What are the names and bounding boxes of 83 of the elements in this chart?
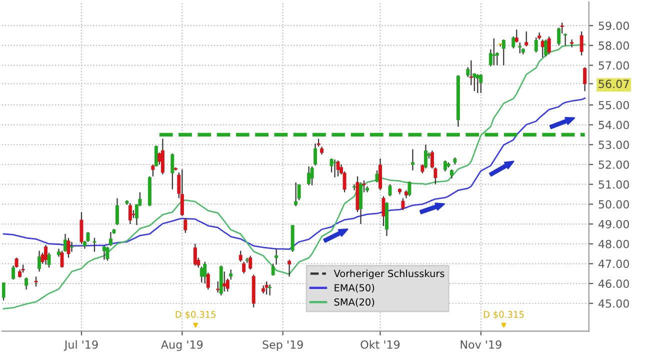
y-tick-label: 48.00 bbox=[598, 240, 629, 248]
y-tick-label: 53.00 bbox=[598, 140, 629, 150]
x-tick-label: Aug '19 bbox=[161, 340, 203, 351]
x-tick-label: Nov '19 bbox=[460, 340, 502, 349]
candlestick bbox=[547, 36, 551, 55]
y-tick-label: 56.07 bbox=[598, 80, 629, 88]
candlestick bbox=[44, 244, 48, 266]
candlestick bbox=[375, 170, 379, 183]
candlestick bbox=[70, 241, 74, 252]
candlestick bbox=[108, 231, 112, 246]
legend-label: Vorheriger Schlusskurs bbox=[334, 270, 444, 280]
candlestick bbox=[580, 30, 584, 56]
candlestick bbox=[248, 255, 252, 270]
candlestick bbox=[352, 184, 356, 191]
y-tick-label: 46.00 bbox=[598, 280, 629, 288]
candlestick bbox=[534, 36, 538, 53]
candlestick bbox=[443, 160, 447, 172]
candlestick bbox=[362, 180, 366, 193]
candlestick bbox=[38, 250, 42, 272]
candlestick bbox=[92, 237, 96, 252]
candlestick bbox=[271, 263, 275, 276]
x-tick-label: Jul '19 bbox=[64, 340, 98, 351]
candlestick bbox=[229, 269, 233, 280]
candlestick bbox=[408, 180, 412, 197]
candlestick bbox=[86, 231, 90, 242]
y-tick-label: 47.00 bbox=[598, 260, 629, 268]
candlestick bbox=[2, 282, 6, 301]
y-tick-label: 54.00 bbox=[598, 120, 629, 130]
candlestick bbox=[160, 138, 164, 175]
candlestick bbox=[115, 198, 119, 226]
candlestick bbox=[274, 248, 278, 266]
candlestick bbox=[544, 38, 548, 57]
candlestick bbox=[288, 259, 292, 278]
candlestick bbox=[264, 280, 268, 295]
candlestick bbox=[314, 143, 318, 166]
candlestick bbox=[222, 271, 226, 292]
candlestick bbox=[12, 265, 16, 280]
candlestick bbox=[184, 218, 188, 234]
y-tick-label: 57.00 bbox=[598, 61, 629, 70]
candlestick bbox=[388, 184, 392, 197]
annotation: D $0.315 bbox=[176, 310, 216, 320]
legend-label: SMA(20) bbox=[334, 298, 374, 307]
candlestick bbox=[170, 153, 174, 190]
y-tick-label: 50.00 bbox=[598, 200, 629, 209]
candlestick bbox=[102, 245, 106, 260]
candlestick bbox=[410, 148, 414, 171]
candlestick bbox=[479, 74, 483, 94]
candlestick bbox=[34, 276, 38, 288]
candlestick bbox=[193, 243, 197, 266]
candlestick bbox=[242, 261, 246, 274]
candlestick bbox=[401, 198, 405, 211]
candlestick bbox=[238, 250, 242, 262]
candlestick bbox=[564, 32, 568, 46]
candlestick bbox=[307, 166, 311, 186]
candlestick bbox=[492, 38, 496, 66]
candlestick bbox=[378, 158, 382, 191]
candlestick bbox=[583, 66, 587, 92]
y-tick-label: 52.00 bbox=[598, 160, 629, 169]
y-tick-label: 59.00 bbox=[598, 22, 629, 30]
x-tick-label: Sep '19 bbox=[262, 340, 303, 351]
candlestick bbox=[106, 246, 110, 262]
candlestick bbox=[60, 250, 64, 268]
candlestick bbox=[336, 160, 340, 177]
y-tick-label: 45.00 bbox=[598, 299, 629, 308]
candlestick bbox=[24, 277, 28, 290]
y-tick-label: 55.00 bbox=[598, 100, 629, 110]
y-tick-label: 51.00 bbox=[598, 180, 629, 189]
candlestick bbox=[424, 144, 428, 170]
candlestick bbox=[310, 166, 314, 186]
candlestick bbox=[128, 202, 132, 225]
candlestick bbox=[560, 22, 564, 34]
annotation: D $0.315 bbox=[484, 310, 524, 320]
x-tick-label: Okt '19 bbox=[360, 340, 400, 349]
candlestick bbox=[502, 38, 506, 66]
candlestick bbox=[518, 42, 522, 54]
candlestick bbox=[524, 30, 528, 47]
legend-label: EMA(50) bbox=[334, 284, 374, 293]
y-tick-label: 49.00 bbox=[598, 220, 629, 228]
candlestick bbox=[66, 237, 70, 258]
candlestick bbox=[514, 29, 518, 44]
candlestick bbox=[180, 168, 184, 217]
y-tick-label: 58.00 bbox=[598, 41, 629, 50]
candlestick bbox=[294, 182, 298, 207]
